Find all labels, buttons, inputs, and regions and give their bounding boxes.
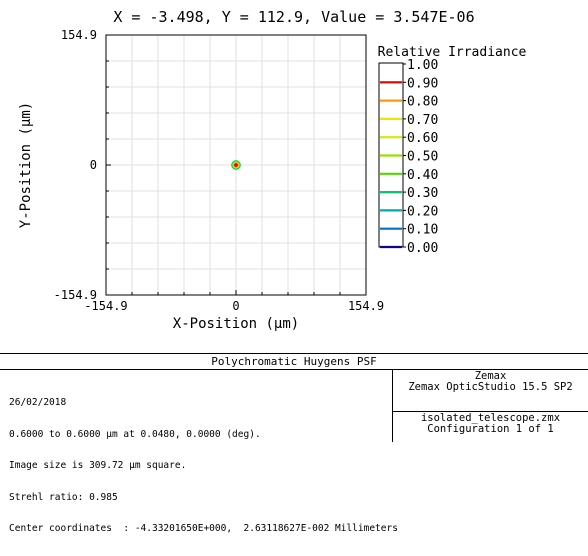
y-tick-label: -154.9 [54, 288, 97, 302]
legend-items: 1.00 0.90 0.80 0.70 0.60 0.50 0.40 0.30 0.20 0.10… [380, 58, 438, 256]
contour-ring [231, 160, 241, 170]
info-file-block: isolated_telescope.zmx Configuration 1 o… [393, 413, 588, 435]
info-image-size: Image size is 309.72 µm square. [9, 460, 187, 471]
legend-label: 0.90 [407, 76, 438, 91]
x-tick-label: 0 [232, 299, 239, 313]
info-title: Polychromatic Huygens PSF [0, 354, 588, 370]
info-configuration: Configuration 1 of 1 [427, 423, 554, 435]
info-software-block: Zemax Zemax OpticStudio 15.5 SP2 [393, 371, 588, 393]
contour-ring [233, 162, 239, 168]
psf-contour-chart: X = -3.498, Y = 112.9, Value = 3.547E-06… [18, 8, 527, 332]
legend-label: 0.40 [407, 168, 438, 183]
psf-spot [231, 160, 241, 170]
legend-label: 0.10 [407, 223, 438, 238]
x-tick-label: 154.9 [348, 299, 384, 313]
info-center-coordinates: Center coordinates : -4.33201650E+000, 2… [9, 523, 398, 534]
x-axis-label: X-Position (µm) [173, 316, 299, 332]
info-software: Zemax OpticStudio 15.5 SP2 [408, 381, 573, 393]
axes: 154.9 0 -154.9 -154.9 0 154.9 X-Position… [18, 28, 384, 332]
y-tick-label: 154.9 [61, 28, 97, 42]
legend-label: 0.00 [407, 241, 438, 256]
plot-area [105, 34, 367, 296]
chart-title: X = -3.498, Y = 112.9, Value = 3.547E-06 [113, 8, 474, 26]
info-strehl: Strehl ratio: 0.985 [9, 491, 118, 503]
x-tick-label: -154.9 [84, 299, 127, 313]
legend-label: 0.60 [407, 131, 438, 146]
divider [392, 370, 393, 442]
y-tick-label: 0 [90, 158, 97, 172]
info-company: Zemax [474, 370, 507, 382]
legend-label: 0.80 [407, 95, 438, 110]
legend-label: 0.70 [407, 113, 438, 128]
info-details: 26/02/2018 0.6000 to 0.6000 µm at 0.0480… [9, 377, 398, 556]
legend-label: 1.00 [407, 58, 438, 73]
legend-label: 0.20 [407, 204, 438, 219]
divider [392, 411, 588, 412]
legend-label: 0.50 [407, 150, 438, 165]
info-wavelength: 0.6000 to 0.6000 µm at 0.0480, 0.0000 (d… [9, 428, 261, 440]
psf-peak [234, 163, 238, 167]
info-date: 26/02/2018 [9, 397, 67, 408]
contour-ring [232, 161, 240, 169]
info-file: isolated_telescope.zmx [420, 412, 561, 424]
y-axis-label: Y-Position (µm) [18, 102, 34, 228]
legend-label: 0.30 [407, 186, 438, 201]
legend-title: Relative Irradiance [378, 45, 527, 60]
legend: Relative Irradiance 1.00 0.90 0.80 0.70 0.60… [378, 45, 527, 256]
info-panel: Polychromatic Huygens PSF 26/02/2018 0.6… [0, 353, 588, 534]
